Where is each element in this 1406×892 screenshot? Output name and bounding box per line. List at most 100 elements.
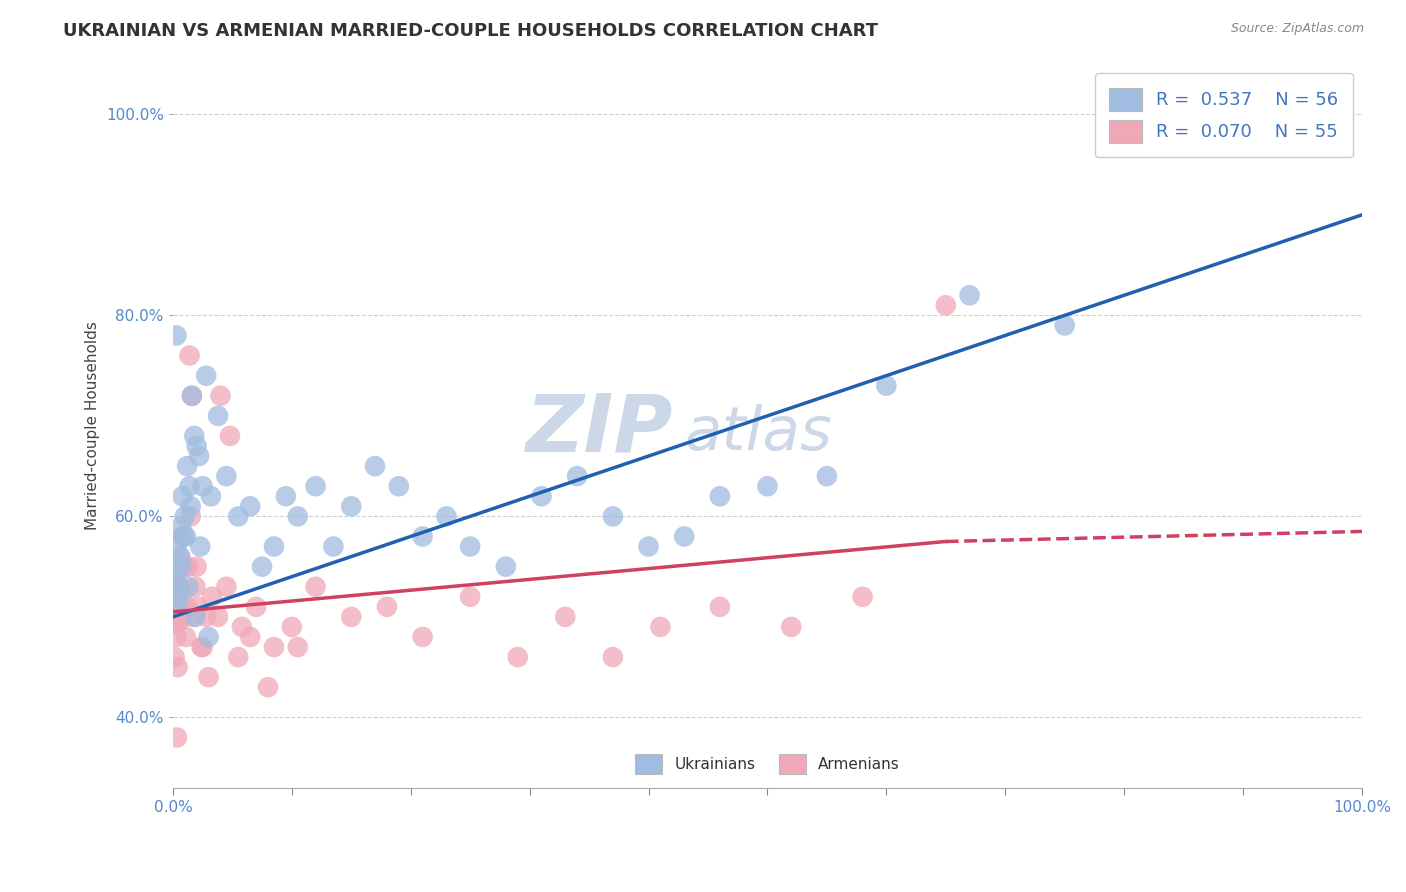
Point (166, 731, 188, 745)
Point (340, 500, 363, 514)
Legend: Ukrainians, Armenians: Ukrainians, Armenians (628, 748, 905, 780)
Point (209, 389, 232, 403)
Point (340, 610, 363, 624)
Point (602, 650, 624, 665)
Point (165, 569, 187, 583)
Point (200, 489, 222, 503)
Point (201, 590, 224, 604)
Point (495, 559, 517, 574)
Point (304, 479, 326, 493)
Text: UKRAINIAN VS ARMENIAN MARRIED-COUPLE HOUSEHOLDS CORRELATION CHART: UKRAINIAN VS ARMENIAN MARRIED-COUPLE HOU… (63, 22, 879, 40)
Point (165, 590, 187, 604)
Point (170, 529, 193, 543)
Point (166, 599, 188, 614)
Point (650, 620, 672, 634)
Point (173, 509, 195, 524)
Point (165, 328, 187, 343)
Point (412, 630, 434, 644)
Point (191, 640, 214, 654)
Point (179, 349, 201, 363)
Point (165, 630, 187, 644)
Point (1315, 107, 1337, 121)
Point (281, 620, 304, 634)
Point (181, 610, 204, 624)
Point (219, 429, 242, 443)
Point (163, 610, 186, 624)
Point (197, 630, 219, 644)
Point (245, 599, 267, 614)
Point (364, 459, 387, 474)
Point (197, 670, 219, 684)
Point (506, 650, 529, 665)
Point (637, 540, 659, 554)
Point (207, 409, 229, 423)
Point (170, 519, 193, 533)
Point (375, 599, 398, 614)
Point (183, 429, 205, 443)
Point (169, 549, 191, 564)
Point (167, 580, 190, 594)
Point (263, 640, 285, 654)
Point (170, 610, 193, 624)
Point (250, 559, 273, 574)
Point (167, 580, 190, 594)
Point (709, 599, 731, 614)
Point (1053, 318, 1076, 333)
Point (170, 559, 193, 574)
Point (180, 500, 202, 514)
Point (709, 489, 731, 503)
Point (163, 610, 186, 624)
Point (177, 580, 200, 594)
Point (173, 559, 195, 574)
Point (188, 449, 211, 463)
Point (180, 389, 202, 403)
Point (263, 540, 285, 554)
Point (412, 529, 434, 543)
Point (239, 500, 262, 514)
Point (287, 640, 309, 654)
Point (935, 298, 957, 312)
Point (165, 569, 187, 583)
Point (174, 630, 197, 644)
Point (186, 439, 208, 453)
Point (190, 640, 212, 654)
Point (239, 630, 262, 644)
Point (195, 368, 218, 383)
Text: atlas: atlas (685, 404, 832, 463)
Point (851, 590, 873, 604)
Point (165, 540, 187, 554)
Point (184, 580, 207, 594)
Point (176, 459, 198, 474)
Point (815, 469, 838, 483)
Point (169, 549, 191, 564)
Text: Source: ZipAtlas.com: Source: ZipAtlas.com (1230, 22, 1364, 36)
Point (174, 529, 197, 543)
Point (163, 650, 186, 665)
Point (172, 489, 194, 503)
Point (179, 479, 201, 493)
Point (226, 509, 249, 524)
Point (567, 469, 589, 483)
Point (875, 378, 897, 392)
Point (176, 599, 198, 614)
Point (215, 469, 238, 483)
Point (215, 580, 238, 594)
Point (207, 610, 229, 624)
Point (257, 680, 280, 694)
Point (195, 610, 218, 624)
Point (388, 479, 411, 493)
Point (173, 529, 195, 543)
Text: ZIP: ZIP (524, 391, 672, 468)
Point (959, 288, 981, 302)
Point (180, 509, 202, 524)
Point (780, 620, 803, 634)
Point (177, 559, 200, 574)
Point (169, 610, 191, 624)
Point (287, 509, 309, 524)
Point (322, 540, 344, 554)
Point (434, 509, 457, 524)
Point (172, 590, 194, 604)
Point (180, 389, 202, 403)
Point (167, 590, 190, 604)
Point (188, 540, 211, 554)
